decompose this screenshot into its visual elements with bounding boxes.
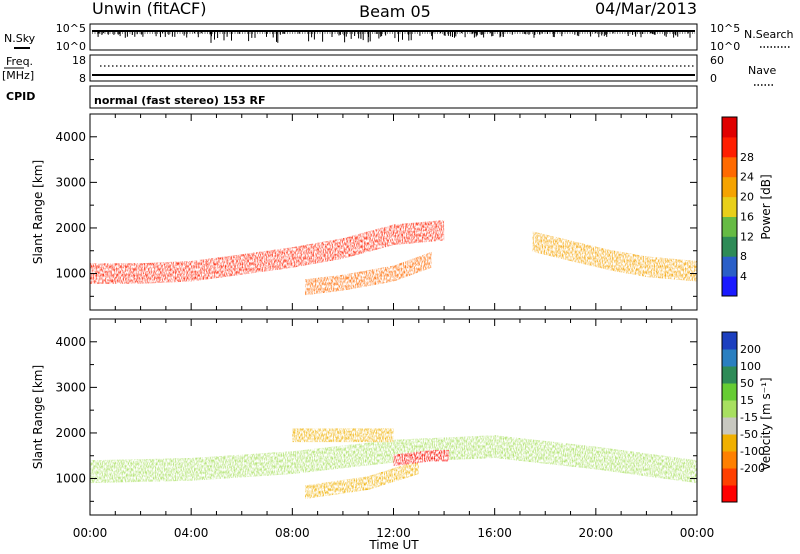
- x-tick-label: 12:00: [376, 526, 411, 540]
- nsearch-tick-bottom: 10^0: [710, 40, 740, 53]
- freq-unit: [MHz]: [2, 69, 34, 82]
- power-colorbar-tick: 24: [740, 171, 754, 184]
- velocity-colorbar-tick: -100: [740, 445, 765, 458]
- y-tick-label: 3000: [55, 380, 86, 394]
- power-colorbar-swatch: [722, 176, 737, 198]
- velocity-colorbar-swatch: [722, 451, 737, 469]
- velocity-heatmap: [90, 428, 697, 499]
- velocity-colorbar-tick: 50: [740, 377, 754, 390]
- x-tick-label: 20:00: [579, 526, 614, 540]
- heatmap-band-2: [292, 428, 394, 443]
- velocity-colorbar-label: Velocity [m s⁻¹]: [759, 377, 773, 470]
- power-colorbar-tick: 16: [740, 210, 754, 223]
- power-colorbar-swatch: [722, 117, 737, 138]
- power-colorbar-tick: 20: [740, 191, 754, 204]
- nave-tick-top: 60: [710, 54, 724, 67]
- power-colorbar: 4 8 12 16 20 24 28: [721, 116, 754, 297]
- heatmap-band-3: [305, 460, 419, 499]
- velocity-colorbar-swatch: [722, 400, 737, 418]
- velocity-colorbar-tick: -50: [740, 428, 758, 441]
- power-panel: 1000 2000 3000 4000 Slant Range [km]: [31, 113, 698, 311]
- cpid-text: normal (fast stereo) 153 RF: [94, 94, 266, 107]
- velocity-colorbar-swatch: [722, 332, 737, 350]
- x-tick-label: 00:00: [680, 526, 715, 540]
- power-colorbar-swatch: [722, 196, 737, 217]
- power-ylabel: Slant Range [km]: [31, 160, 45, 264]
- velocity-colorbar-tick: -15: [740, 411, 758, 424]
- velocity-ylabel: Slant Range [km]: [31, 365, 45, 469]
- power-colorbar-swatch: [722, 256, 737, 277]
- nave-label: Nave: [748, 64, 776, 77]
- velocity-colorbar: 200 100 50 15 -15 -50 -100 -200: [721, 331, 765, 503]
- beam-title: Beam 05: [359, 2, 431, 21]
- y-tick-label: 3000: [55, 175, 86, 189]
- power-colorbar-swatch: [722, 236, 737, 257]
- y-tick-label: 4000: [55, 130, 86, 144]
- power-colorbar-tick: 8: [740, 250, 747, 263]
- y-tick-label: 4000: [55, 335, 86, 349]
- power-colorbar-tick: 12: [740, 230, 754, 243]
- date-title: 04/Mar/2013: [595, 0, 697, 18]
- heatmap-band-3: [532, 231, 697, 282]
- y-tick-label: 1000: [55, 472, 86, 486]
- nsky-tick-top: 10^5: [56, 22, 86, 35]
- velocity-colorbar-swatch: [722, 434, 737, 452]
- y-tick-label: 1000: [55, 267, 86, 281]
- x-axis-label: Time UT: [368, 538, 419, 552]
- x-axis: 00:00 04:00 08:00 12:00 16:00 20:00 00:00: [73, 526, 715, 540]
- cpid-panel: CPID normal (fast stereo) 153 RF: [6, 85, 698, 109]
- velocity-colorbar-frame: [721, 331, 738, 503]
- velocity-colorbar-swatch: [722, 366, 737, 384]
- power-colorbar-swatch: [722, 136, 737, 158]
- velocity-colorbar-swatch: [722, 349, 737, 367]
- freq-tick-top: 18: [72, 54, 86, 67]
- x-tick-label: 08:00: [275, 526, 310, 540]
- x-tick-label: 00:00: [73, 526, 108, 540]
- power-colorbar-tick: 4: [740, 270, 747, 283]
- velocity-colorbar-tick: 200: [740, 343, 761, 356]
- heatmap-band-1: [90, 220, 445, 284]
- velocity-colorbar-swatch: [722, 417, 737, 435]
- heatmap-band-2: [305, 251, 432, 296]
- velocity-colorbar-tick: 100: [740, 360, 761, 373]
- heatmap-band-4: [393, 450, 450, 466]
- freq-label: Freq.: [6, 55, 33, 68]
- power-colorbar-swatch: [722, 276, 737, 297]
- nsearch-label: N.Search: [744, 28, 794, 41]
- velocity-colorbar-swatch: [722, 485, 737, 503]
- velocity-colorbar-tick: -200: [740, 462, 765, 475]
- power-colorbar-tick: 28: [740, 151, 754, 164]
- power-colorbar-frame: [721, 116, 738, 297]
- power-colorbar-swatch: [722, 156, 737, 178]
- power-axes: 1000 2000 3000 4000: [55, 114, 698, 310]
- y-tick-label: 2000: [55, 426, 86, 440]
- velocity-colorbar-swatch: [722, 383, 737, 401]
- velocity-colorbar-tick: 15: [740, 394, 754, 407]
- x-tick-label: 04:00: [174, 526, 209, 540]
- velocity-panel: 1000 2000 3000 4000 Slant Range [km]: [31, 318, 698, 516]
- x-tick-label: 16:00: [477, 526, 512, 540]
- velocity-axes: 1000 2000 3000 4000: [55, 319, 698, 515]
- power-colorbar-swatch: [722, 216, 737, 237]
- station-title: Unwin (fitACF): [92, 0, 206, 18]
- nsky-tick-bottom: 10^0: [56, 40, 86, 53]
- nsearch-tick-top: 10^5: [710, 22, 740, 35]
- velocity-colorbar-swatch: [722, 468, 737, 486]
- cpid-label: CPID: [6, 90, 35, 103]
- power-heatmap: [90, 220, 697, 296]
- y-tick-label: 2000: [55, 221, 86, 235]
- nsky-label: N.Sky: [4, 32, 36, 45]
- nave-tick-bottom: 0: [710, 72, 717, 85]
- nsky-spikes: [97, 31, 691, 43]
- freq-tick-bottom: 8: [79, 72, 86, 85]
- power-colorbar-label: Power [dB]: [759, 174, 773, 239]
- freq-panel: Freq. [MHz] 18 8 60 0 Nave: [2, 54, 776, 86]
- nsky-panel: N.Sky 10^5 10^0 10^5 10^0 N.Search: [4, 22, 794, 53]
